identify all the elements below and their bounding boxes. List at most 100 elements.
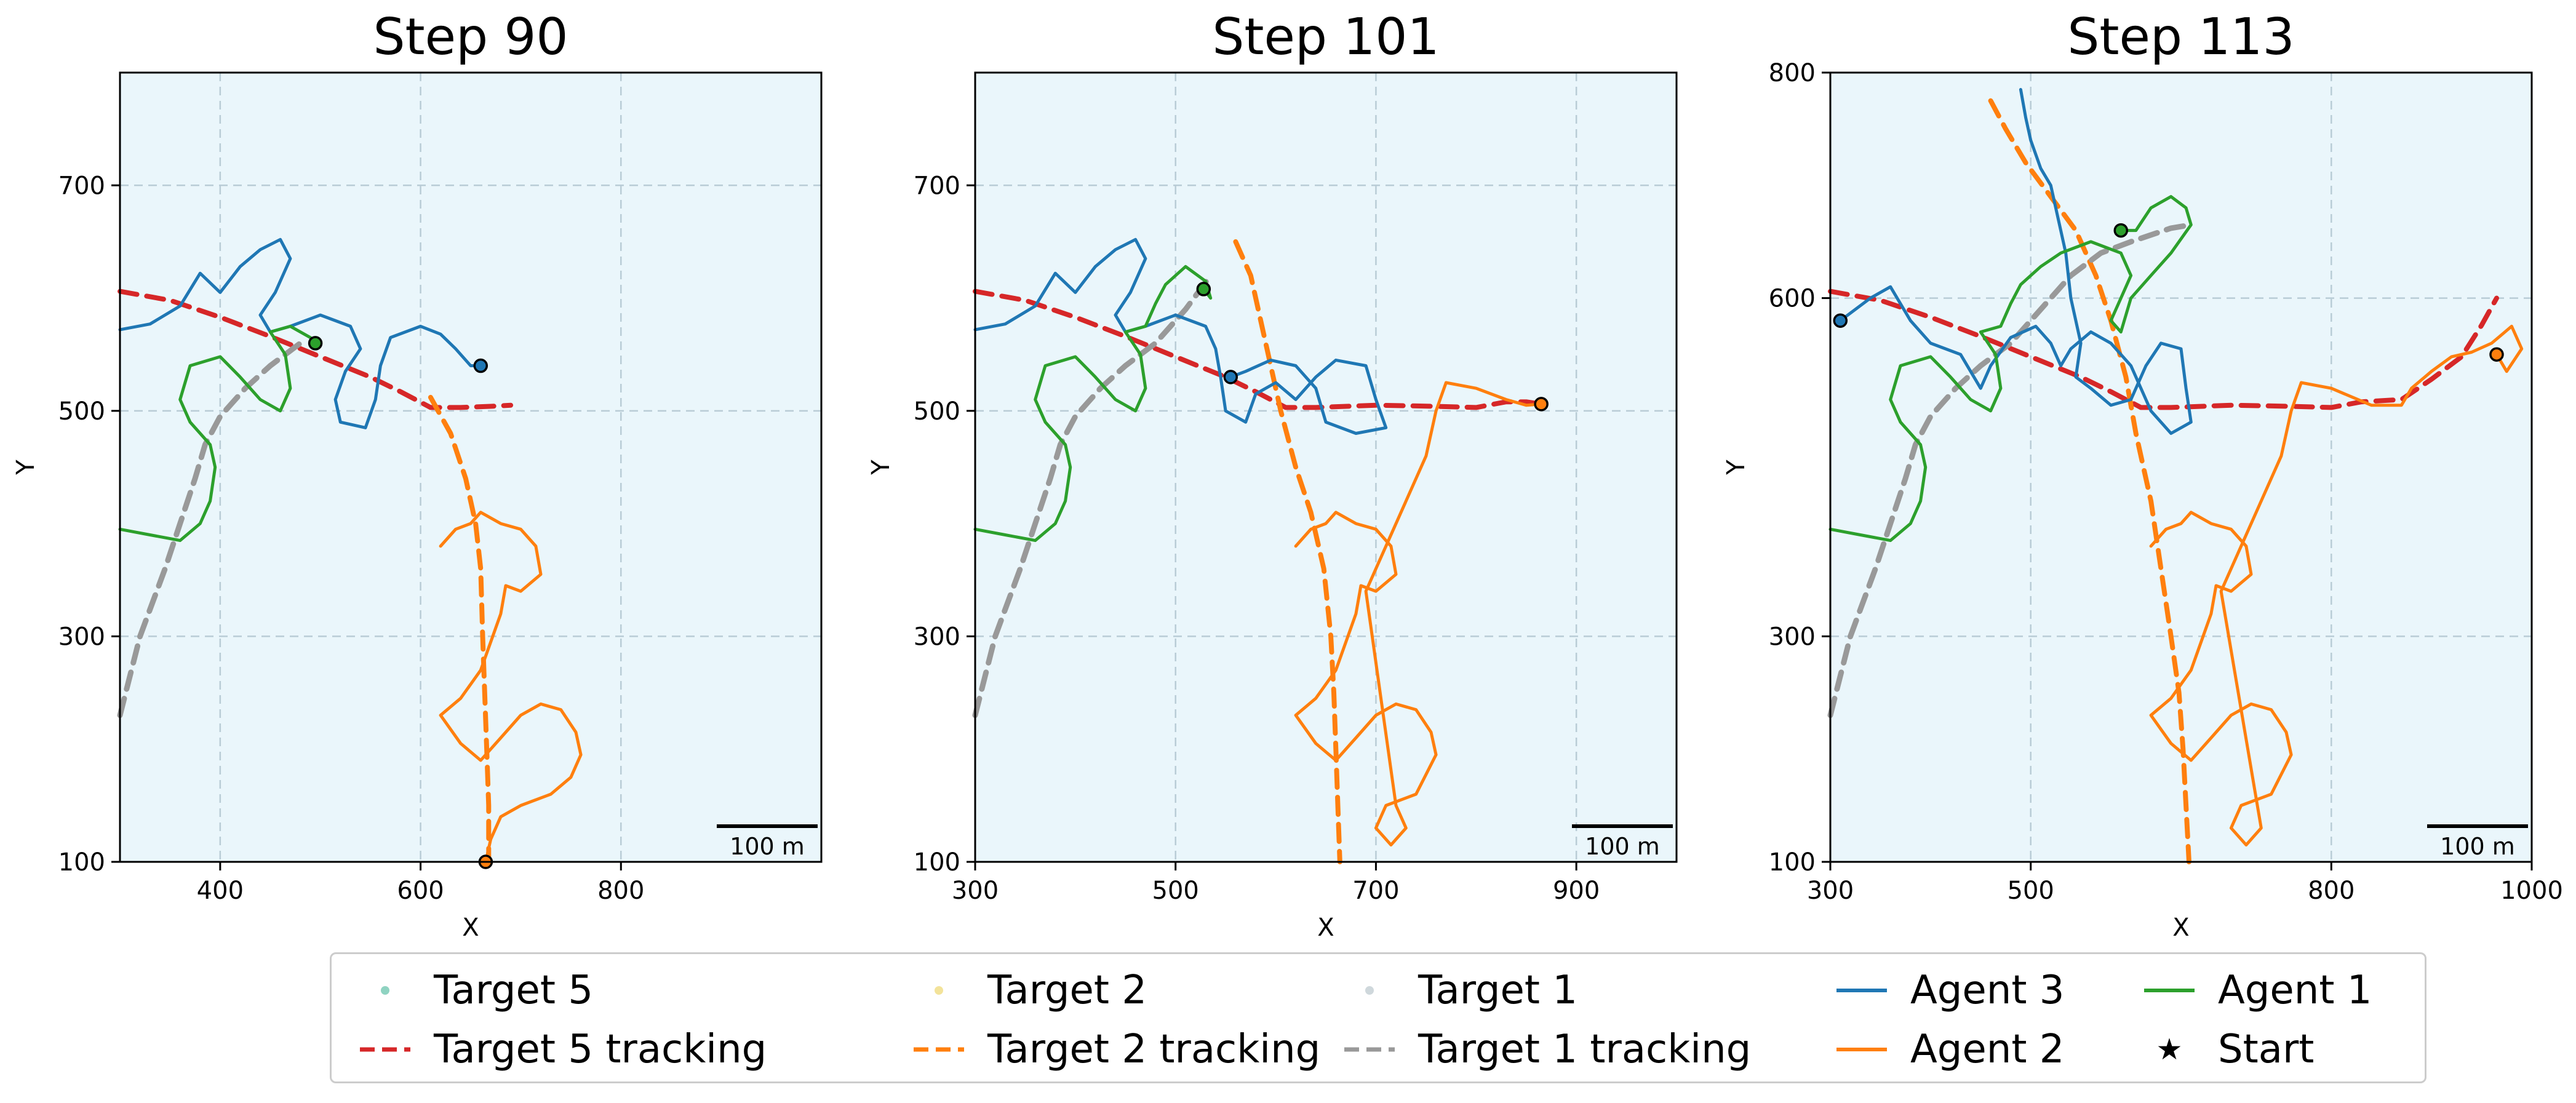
- legend-label: Target 2: [987, 968, 1147, 1013]
- x-tick-label: 300: [952, 877, 999, 905]
- scale-bar-label: 100 m: [1585, 833, 1660, 860]
- x-tick-label: 1000: [2500, 877, 2563, 905]
- axes-frame: [974, 71, 1678, 863]
- plot-area: [120, 73, 821, 862]
- y-tick-label: 100: [58, 848, 105, 877]
- y-tick-label: 500: [914, 397, 960, 426]
- series-agent-2: [2149, 324, 2524, 846]
- panel-step-90: 400 600 800 100 300 500 700 Step 90 X Y 100 m: [12, 8, 823, 942]
- legend-symbol: [914, 1047, 964, 1052]
- marker-agent-1: [1196, 282, 1211, 297]
- x-tick-label: 900: [1553, 877, 1600, 905]
- grid: [974, 73, 1677, 863]
- series-agent-1: [1828, 195, 2193, 543]
- series-agent-3: [973, 237, 1388, 435]
- legend-item-agent-2: Agent 2: [1834, 1022, 2065, 1077]
- x-tick-label: 700: [1352, 877, 1399, 905]
- y-axis-label: Y: [1722, 460, 1750, 476]
- axes-frame: [1829, 71, 2533, 863]
- y-tick-label: 300: [1769, 623, 1816, 651]
- legend-symbol: [381, 986, 389, 995]
- x-axis-label: X: [2172, 914, 2189, 942]
- series-target-2-tracking: [1988, 98, 2191, 864]
- series-agent-2: [439, 511, 583, 864]
- scale-bar: 100 m: [717, 824, 818, 860]
- legend: Target 5 Target 2 Target 1 Agent 3 Agent 1 Ta…: [330, 952, 2426, 1083]
- legend-symbol: [1836, 989, 1887, 992]
- legend-label: Target 5 tracking: [434, 1027, 767, 1072]
- x-axis-label: X: [1317, 914, 1334, 942]
- legend-label: Target 1 tracking: [1418, 1027, 1752, 1072]
- legend-label: Target 2 tracking: [987, 1027, 1321, 1072]
- series-target-5-tracking: [118, 289, 514, 410]
- chart-title: Step 90: [373, 8, 568, 66]
- legend-item-agent-1: Agent 1: [2142, 963, 2372, 1018]
- legend-label: Start: [2218, 1027, 2315, 1072]
- series-target-5-tracking: [973, 289, 1544, 410]
- series-agent-2: [1294, 381, 1543, 846]
- y-axis-label: Y: [867, 460, 895, 476]
- y-tick-label: 700: [914, 172, 960, 200]
- legend-label: Agent 1: [2218, 968, 2372, 1013]
- scale-bar-label: 100 m: [2440, 833, 2515, 860]
- x-tick-label: 400: [197, 877, 244, 905]
- legend-item-target-5-tracking: Target 5 tracking: [357, 1022, 767, 1077]
- series-target-1-tracking: [972, 273, 1214, 719]
- y-tick-label: 100: [1769, 848, 1816, 877]
- plot-area: [975, 73, 1677, 862]
- legend-item-target-5: Target 5: [357, 963, 593, 1018]
- marker-agent-3: [1833, 313, 1848, 328]
- marker-agent-3: [473, 358, 488, 373]
- y-tick-label: 300: [914, 623, 960, 651]
- x-tick-label: 500: [1152, 877, 1199, 905]
- marker-agent-2: [1534, 397, 1549, 412]
- legend-item-start: ★ Start: [2142, 1022, 2314, 1077]
- legend-symbol: ★: [2156, 1037, 2182, 1062]
- legend-item-target-1-tracking: Target 1 tracking: [1342, 1022, 1751, 1077]
- series-target-5-tracking: [1828, 289, 2499, 410]
- series-target-1-tracking: [1827, 221, 2194, 719]
- y-axis-label: Y: [12, 460, 40, 476]
- x-axis-label: X: [462, 914, 479, 942]
- legend-item-target-1: Target 1: [1342, 963, 1577, 1018]
- series-target-2-tracking: [428, 394, 492, 864]
- legend-item-agent-3: Agent 3: [1834, 963, 2065, 1018]
- legend-label: Target 5: [434, 968, 594, 1013]
- legend-symbol: [1836, 1048, 1887, 1051]
- y-tick-label: 700: [58, 172, 105, 200]
- legend-item-target-2: Target 2: [911, 963, 1147, 1018]
- legend-label: Target 1: [1418, 968, 1578, 1013]
- marker-agent-1: [2113, 223, 2129, 238]
- legend-dot: [935, 986, 943, 995]
- scale-bar-label: 100 m: [730, 833, 805, 860]
- x-tick-label: 800: [597, 877, 644, 905]
- series-agent-1: [118, 324, 317, 543]
- chart-title: Step 101: [1212, 8, 1439, 66]
- marker-agent-2: [2489, 347, 2504, 362]
- legend-dot: [1365, 986, 1374, 995]
- y-tick-label: 100: [914, 848, 960, 877]
- legend-label: Agent 2: [1910, 1027, 2065, 1072]
- legend-symbol: [2144, 989, 2195, 992]
- x-tick-label: 600: [397, 877, 444, 905]
- legend-star-icon: ★: [2156, 1037, 2182, 1062]
- y-tick-label: 300: [58, 623, 105, 651]
- x-tick-label: 800: [2308, 877, 2355, 905]
- marker-agent-3: [1223, 370, 1238, 384]
- series-agent-3: [1838, 88, 2193, 435]
- legend-symbol: [1365, 986, 1374, 995]
- chart-title: Step 113: [2067, 8, 2294, 66]
- scale-bar: 100 m: [1572, 824, 1673, 860]
- series-agent-3: [118, 237, 482, 429]
- series-target-1-tracking: [117, 340, 303, 719]
- y-tick-label: 500: [58, 397, 105, 426]
- axes-frame: [119, 71, 823, 863]
- legend-symbol: [360, 1047, 410, 1052]
- marker-agent-1: [308, 336, 323, 351]
- legend-label: Agent 3: [1910, 968, 2065, 1013]
- x-tick-label: 500: [2008, 877, 2054, 905]
- legend-symbol: [935, 986, 943, 995]
